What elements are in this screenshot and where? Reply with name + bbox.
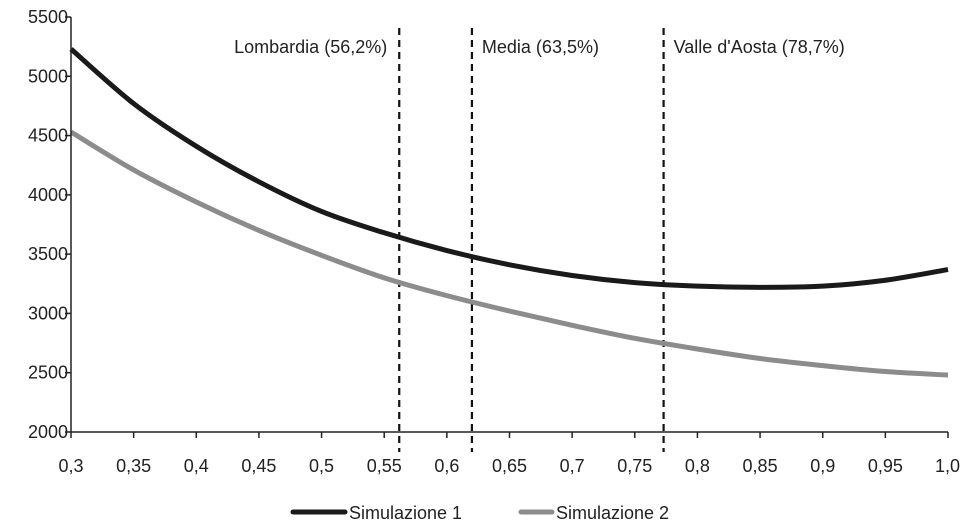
x-tick-label: 0,45	[241, 456, 276, 476]
x-tick-label: 0,3	[58, 456, 83, 476]
series-line-2	[69, 129, 949, 378]
x-axis: 0,3 0,35 0,4 0,45 0,5 0,55 0,6 0,65 0,7 0,75 0,8 0,…	[58, 431, 960, 476]
x-tick-label: 0,85	[743, 456, 778, 476]
x-tick-label: 0,65	[492, 456, 527, 476]
annotation-layer: Lombardia (56,2%) Media (63,5%) Valle d'Ao…	[234, 28, 845, 452]
x-tick-label: 0,5	[309, 456, 334, 476]
annotation-label: Lombardia (56,2%)	[234, 37, 387, 57]
y-tick-label: 2500	[28, 363, 68, 383]
annotation-label: Media (63,5%)	[482, 37, 599, 57]
y-tick-label: 5500	[28, 7, 68, 27]
y-tick-label: 3000	[28, 303, 68, 323]
series-layer	[69, 47, 949, 378]
x-tick-label: 0,75	[617, 456, 652, 476]
y-tick-label: 4000	[28, 185, 68, 205]
annotation-label: Valle d'Aosta (78,7%)	[674, 37, 845, 57]
x-tick-label: 0,6	[434, 456, 459, 476]
legend-label-2: Simulazione 2	[556, 503, 669, 523]
series-line-1	[69, 47, 949, 290]
y-tick-label: 4500	[28, 126, 68, 146]
x-tick-label: 0,9	[810, 456, 835, 476]
x-tick-label: 0,55	[367, 456, 402, 476]
x-tick-label: 0,7	[560, 456, 585, 476]
x-tick-label: 0,4	[184, 456, 209, 476]
y-axis: 2000 2500 3000 3500 4000 4500 5000 5500	[28, 7, 72, 442]
x-tick-label: 1,0	[935, 456, 960, 476]
x-tick-label: 0,35	[116, 456, 151, 476]
x-tick-label: 0,8	[685, 456, 710, 476]
y-tick-label: 5000	[28, 66, 68, 86]
y-tick-label: 3500	[28, 244, 68, 264]
legend: Simulazione 1 Simulazione 2	[290, 503, 669, 523]
y-tick-label: 2000	[28, 422, 68, 442]
x-tick-label: 0,95	[868, 456, 903, 476]
legend-label-1: Simulazione 1	[349, 503, 462, 523]
